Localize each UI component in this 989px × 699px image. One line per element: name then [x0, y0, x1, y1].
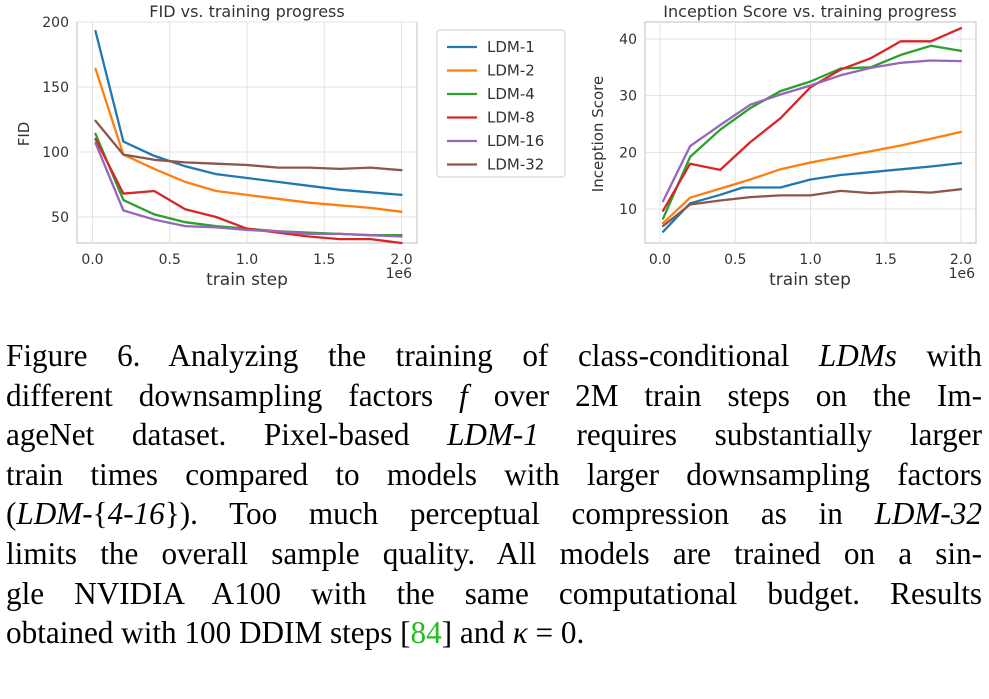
fid-y-label: FID [15, 122, 33, 147]
legend: LDM-1 LDM-2 LDM-4 LDM-8 LDM-16 LDM-32 [436, 29, 566, 178]
is-series-ldm-4 [661, 44, 963, 220]
caption-line: gle NVIDIA A100 with the same computatio… [6, 574, 982, 614]
y-tick-label: 150 [42, 80, 69, 96]
legend-entry: LDM-2 [447, 62, 535, 80]
caption-text: train times compared to models with larg… [6, 456, 982, 492]
inception-score-chart: Inception Score vs. training progress 0.… [589, 2, 977, 290]
legend-label: LDM-8 [487, 109, 535, 127]
is-series-ldm-2 [661, 130, 963, 225]
x-tick-label: 2.0 [390, 252, 412, 268]
x-tick-label: 2.0 [950, 252, 972, 268]
legend-label: LDM-16 [487, 132, 544, 150]
caption-line: Figure 6. Analyzing the training of clas… [6, 336, 982, 376]
legend-entry: LDM-1 [447, 38, 535, 56]
legend-label: LDM-1 [487, 38, 535, 56]
is-y-ticks: 10 20 30 40 [619, 32, 637, 218]
fid-y-ticks: 50 100 150 200 [42, 15, 69, 226]
caption-text: = 0. [527, 615, 585, 651]
caption-text: gle NVIDIA A100 with the same computatio… [6, 575, 982, 611]
is-x-ticks: 0.0 0.5 1.0 1.5 2.0 [649, 252, 972, 268]
fid-series-ldm-1 [94, 29, 403, 197]
is-x-label: train step [769, 270, 851, 290]
y-tick-label: 100 [42, 145, 69, 161]
fid-chart: FID vs. training progress 0.0 0.5 1.0 1.5 2.… [15, 2, 418, 290]
fid-series-ldm-2 [94, 67, 403, 213]
fid-series-ldm-32 [94, 119, 403, 172]
fid-grid [77, 21, 417, 243]
fid-x-label: train step [206, 270, 288, 290]
caption-text: { [92, 496, 108, 532]
is-x-offset-label: 1e6 [949, 266, 976, 282]
y-tick-label: 200 [42, 15, 69, 31]
caption-line: train times compared to models with larg… [6, 455, 982, 495]
y-tick-label: 10 [619, 202, 637, 218]
caption-text: obtained with 100 DDIM steps [ [6, 615, 411, 651]
citation-ref: 84 [410, 615, 442, 651]
caption-text: LDM-1 [447, 417, 539, 453]
x-tick-label: 1.0 [799, 252, 821, 268]
caption-text: requires substantially larger [538, 417, 983, 453]
fid-series-ldm-8 [94, 137, 403, 245]
legend-label: LDM-32 [487, 156, 544, 174]
legend-label: LDM-2 [487, 62, 535, 80]
legend-label: LDM-4 [487, 85, 535, 103]
figure: FID vs. training progress 0.0 0.5 1.0 1.5 2.… [15, 2, 977, 290]
x-tick-label: 0.5 [724, 252, 746, 268]
caption-text: 4-16 [107, 496, 165, 532]
caption-text: different downsampling factors [6, 377, 460, 413]
caption-text: LDM- [16, 496, 93, 532]
is-series-ldm-16 [661, 59, 963, 203]
x-tick-label: 0.0 [81, 252, 103, 268]
legend-entry: LDM-32 [447, 156, 544, 174]
caption-text: LDMs [818, 338, 897, 373]
x-tick-label: 1.5 [875, 252, 897, 268]
is-series-ldm-8 [661, 27, 963, 212]
figure-caption: Figure 6. Analyzing the training of clas… [6, 336, 982, 653]
y-tick-label: 50 [51, 210, 69, 226]
caption-text: limits the overall sample quality. All m… [6, 535, 982, 571]
x-tick-label: 1.5 [313, 252, 335, 268]
caption-text: over 2M train steps on the Im- [467, 377, 982, 413]
caption-text: Analyzing the training of class-conditio… [168, 338, 819, 373]
is-series-ldm-32 [661, 188, 963, 228]
is-grid [645, 22, 976, 243]
fid-x-ticks: 0.0 0.5 1.0 1.5 2.0 [81, 252, 412, 268]
is-series-ldm-1 [661, 161, 963, 233]
x-tick-label: 1.0 [236, 252, 258, 268]
caption-text: with [896, 338, 982, 373]
x-tick-label: 0.0 [649, 252, 671, 268]
caption-text: ( [6, 496, 17, 532]
fid-chart-title: FID vs. training progress [149, 2, 344, 21]
caption-text: ageNet dataset. Pixel-based [6, 417, 448, 453]
caption-text: LDM-32 [874, 496, 982, 532]
caption-line: obtained with 100 DDIM steps [84] and κ … [6, 613, 982, 653]
x-tick-label: 0.5 [159, 252, 181, 268]
y-tick-label: 30 [619, 89, 637, 105]
fid-x-offset-label: 1e6 [386, 266, 413, 282]
is-chart-title: Inception Score vs. training progress [663, 2, 956, 21]
figure-label: Figure 6. [6, 338, 169, 373]
caption-text: ] and [441, 615, 513, 651]
fid-series-ldm-16 [94, 141, 403, 238]
y-tick-label: 40 [619, 32, 637, 48]
y-tick-label: 20 [619, 145, 637, 161]
legend-entry: LDM-8 [447, 109, 535, 127]
caption-line: limits the overall sample quality. All m… [6, 534, 982, 574]
caption-text: f [459, 377, 468, 413]
caption-line: ageNet dataset. Pixel-based LDM-1 requir… [6, 415, 982, 455]
is-y-label: Inception Score [589, 76, 607, 192]
caption-text: }). Too much perceptual compression as i… [164, 496, 875, 532]
fid-series-group [94, 29, 403, 245]
caption-line: (LDM-{4-16}). Too much perceptual compre… [6, 494, 982, 534]
caption-text: κ [512, 615, 528, 651]
legend-entry: LDM-16 [447, 132, 544, 150]
caption-line: different downsampling factors f over 2M… [6, 376, 982, 416]
legend-entry: LDM-4 [447, 85, 535, 103]
is-series-group [661, 27, 963, 233]
